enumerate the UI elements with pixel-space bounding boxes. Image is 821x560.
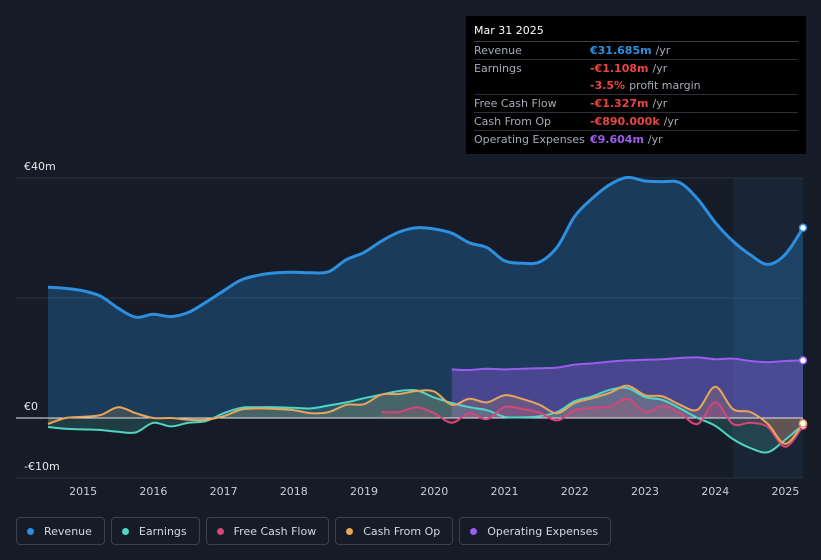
x-tick-label: 2015 xyxy=(69,485,97,498)
tooltip-label: Revenue xyxy=(474,44,522,57)
legend-item-free-cash-flow[interactable]: Free Cash Flow xyxy=(205,517,330,545)
legend-item-earnings[interactable]: Earnings xyxy=(110,517,200,545)
legend-label: Cash From Op xyxy=(363,524,441,538)
tooltip-value: -€890.000k xyxy=(590,115,660,128)
legend-item-operating-expenses[interactable]: Operating Expenses xyxy=(459,517,612,545)
legend-item-revenue[interactable]: Revenue xyxy=(16,517,105,545)
legend-label: Revenue xyxy=(44,524,92,538)
free-cash-flow-line xyxy=(381,397,804,448)
legend-label: Free Cash Flow xyxy=(233,524,317,538)
y-tick-label: -€10m xyxy=(24,460,60,473)
series-end-markers xyxy=(798,223,808,431)
legend-dot-icon xyxy=(27,527,34,535)
tooltip-row-cash-from-op: Cash From Op -€890.000k /yr xyxy=(474,113,798,131)
tooltip-value: -€1.108m xyxy=(590,62,649,75)
tooltip-value: -€1.327m xyxy=(590,97,649,110)
legend-dot-icon xyxy=(121,527,129,535)
tooltip-row-operating-expenses: Operating Expenses €9.604m /yr xyxy=(474,131,798,148)
revenue-end-marker xyxy=(798,223,808,233)
operating-expenses-line xyxy=(451,356,804,372)
cash-from-op-line xyxy=(47,384,804,445)
tooltip-row-profit-margin: -3.5% profit margin xyxy=(474,77,798,95)
legend-dot-icon xyxy=(216,527,224,535)
tooltip-row-earnings: Earnings -€1.108m /yr xyxy=(474,60,798,77)
chart-legend: Revenue Earnings Free Cash Flow Cash Fro… xyxy=(16,517,612,545)
cash-from-op-end-marker xyxy=(798,419,808,428)
legend-dot-icon xyxy=(346,527,354,535)
tooltip-label: Earnings xyxy=(474,62,522,75)
series-lines xyxy=(47,175,805,454)
y-tick-label: €0 xyxy=(24,400,38,413)
tooltip-row-revenue: Revenue €31.685m /yr xyxy=(474,42,798,60)
x-tick-label: 2021 xyxy=(491,485,519,498)
tooltip-label: Operating Expenses xyxy=(474,133,585,146)
revenue-area xyxy=(48,177,803,418)
x-tick-label: 2023 xyxy=(631,485,659,498)
tooltip-value: €9.604m xyxy=(590,133,644,146)
tooltip-date: Mar 31 2025 xyxy=(474,24,798,42)
tooltip-unit: /yr xyxy=(655,44,671,57)
tooltip-unit: /yr xyxy=(652,62,668,75)
tooltip-unit: /yr xyxy=(652,97,668,110)
x-tick-label: 2019 xyxy=(350,485,378,498)
x-tick-label: 2016 xyxy=(139,485,167,498)
tooltip-unit: profit margin xyxy=(629,79,701,92)
tooltip-value: €31.685m xyxy=(590,44,652,57)
x-tick-label: 2025 xyxy=(771,485,799,498)
y-axis-labels: €40m €0 -€10m xyxy=(24,160,60,473)
legend-dot-icon xyxy=(470,527,478,535)
gridlines xyxy=(16,177,803,479)
operating-expenses-end-marker xyxy=(798,356,808,365)
x-axis-labels: 2015 2016 2017 2018 2019 2020 2021 2022 2023 2024… xyxy=(69,485,799,498)
x-tick-label: 2024 xyxy=(701,485,729,498)
y-tick-label: €40m xyxy=(24,160,56,173)
tooltip-label: Cash From Op xyxy=(474,115,552,128)
tooltip-value: -3.5% xyxy=(590,79,626,92)
data-tooltip: Mar 31 2025 Revenue €31.685m /yr Earning… xyxy=(466,16,806,154)
x-tick-label: 2022 xyxy=(561,485,589,498)
legend-item-cash-from-op[interactable]: Cash From Op xyxy=(335,517,454,545)
cash-from-op-area xyxy=(48,385,803,444)
tooltip-unit: /yr xyxy=(663,115,679,128)
x-tick-label: 2020 xyxy=(420,485,448,498)
tooltip-label: Free Cash Flow xyxy=(474,97,557,110)
legend-label: Earnings xyxy=(138,524,187,538)
revenue-line xyxy=(47,175,805,319)
x-tick-label: 2018 xyxy=(280,485,308,498)
tooltip-row-free-cash-flow: Free Cash Flow -€1.327m /yr xyxy=(474,95,798,113)
tooltip-unit: /yr xyxy=(647,133,663,146)
earnings-line xyxy=(47,386,804,454)
x-tick-label: 2017 xyxy=(210,485,238,498)
legend-label: Operating Expenses xyxy=(487,524,599,538)
